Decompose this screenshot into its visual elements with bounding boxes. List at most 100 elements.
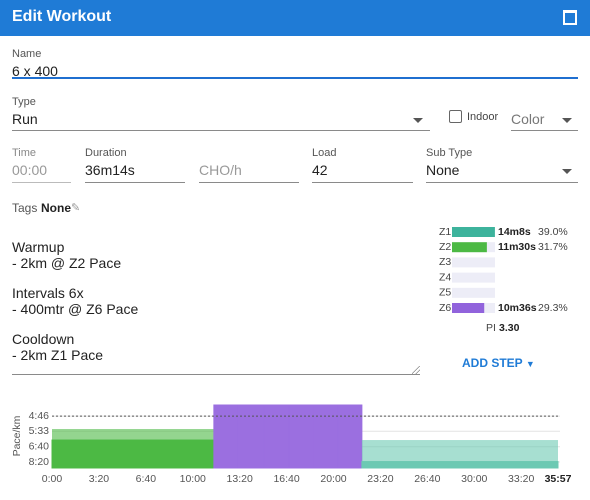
indoor-label: Indoor: [467, 111, 499, 123]
pi-label: PI: [486, 322, 496, 334]
duration-underline: [85, 182, 185, 183]
zone-time: 14m8s: [498, 226, 531, 238]
zone-label: Z2: [439, 241, 451, 253]
step-range: [337, 405, 362, 468]
description-underline: [12, 374, 420, 375]
x-tick-label: 6:40: [136, 473, 157, 485]
color-underline: [511, 130, 578, 131]
x-tick-label: 26:40: [414, 473, 440, 485]
description-line: - 2km @ Z2 Pace: [12, 255, 122, 271]
step-core: [263, 404, 290, 469]
zone-percent: 29.3%: [538, 302, 568, 314]
y-tick-label: 8:20: [29, 456, 50, 468]
name-underline: [12, 77, 578, 79]
type-arrow[interactable]: [413, 118, 423, 123]
color-select[interactable]: Color: [511, 111, 545, 127]
zone-percent: 39.0%: [538, 226, 568, 238]
zone-track: [452, 242, 495, 253]
zone-label: Z4: [439, 271, 451, 283]
time-underline: [12, 182, 71, 183]
x-tick-label: 20:00: [320, 473, 346, 485]
step-range: [213, 405, 239, 468]
y-axis-label: Pace/km: [11, 415, 23, 456]
zone-label: Z1: [439, 226, 451, 238]
step-range: [361, 440, 558, 468]
step-core: [213, 404, 239, 469]
type-select[interactable]: Run: [12, 111, 38, 127]
maximize-button[interactable]: [563, 10, 577, 25]
zone-bar: [452, 303, 485, 313]
zone-percent: 31.7%: [538, 241, 568, 253]
step-range: [288, 405, 314, 468]
tags-value[interactable]: None: [41, 201, 71, 215]
x-tick-label: 23:20: [367, 473, 393, 485]
type-underline: [12, 130, 430, 131]
zone-track: [452, 287, 495, 298]
header-bar: [0, 0, 590, 36]
zone-label: Z5: [439, 287, 451, 299]
add-step-caret: ▼: [525, 359, 535, 369]
step-range: [52, 429, 214, 468]
zone-time: 11m30s: [498, 241, 536, 253]
indoor-checkbox[interactable]: [449, 110, 462, 123]
add-step-button[interactable]: ADD STEP ▼: [462, 356, 535, 370]
zone-track: [452, 303, 495, 313]
step-core: [337, 404, 363, 469]
load-underline: [312, 182, 413, 183]
x-tick-label: 16:40: [273, 473, 299, 485]
step-range: [264, 405, 289, 468]
step-range: [313, 405, 338, 468]
tags-edit-icon[interactable]: ✎: [71, 202, 81, 214]
x-tick-label: 30:00: [461, 473, 487, 485]
step-core: [51, 439, 215, 469]
zone-label: Z6: [439, 302, 451, 314]
cho-underline: [199, 182, 299, 183]
dialog-title: Edit Workout: [12, 8, 112, 25]
time-input[interactable]: 00:00: [12, 162, 48, 178]
zone-time: 10m36s: [498, 302, 537, 314]
zone-track: [452, 272, 495, 283]
description-line: Intervals 6x: [12, 285, 84, 301]
sub-type-underline: [426, 182, 578, 183]
load-label: Load: [312, 147, 337, 159]
tags-label: Tags: [12, 201, 38, 215]
sub-type-select[interactable]: None: [426, 162, 460, 178]
step-core: [288, 404, 314, 469]
resize-handle[interactable]: [412, 366, 420, 374]
x-tick-label: 0:00: [42, 473, 63, 485]
time-label: Time: [12, 147, 37, 159]
step-core: [312, 404, 339, 469]
step-core: [237, 404, 265, 469]
name-input[interactable]: 6 x 400: [12, 63, 58, 79]
duration-label: Duration: [85, 147, 127, 159]
name-label: Name: [12, 48, 42, 60]
x-tick-label: 13:20: [227, 473, 253, 485]
y-tick-label: 5:33: [29, 425, 50, 437]
zone-label: Z3: [439, 256, 451, 268]
pi-value: 3.30: [499, 322, 520, 334]
sub-type-arrow[interactable]: [562, 169, 572, 174]
step-range: [238, 405, 265, 468]
description-line: - 2km Z1 Pace: [12, 347, 104, 363]
zone-bar: [452, 242, 487, 253]
description-line: Warmup: [12, 239, 65, 255]
x-tick-label: 35:57: [545, 473, 572, 485]
zone-bar: [452, 227, 495, 237]
color-arrow[interactable]: [562, 118, 572, 123]
type-label: Type: [12, 96, 36, 108]
zone-track: [452, 257, 495, 268]
description-line: - 400mtr @ Z6 Pace: [12, 301, 139, 317]
description-line: Cooldown: [12, 331, 75, 347]
load-input[interactable]: 42: [312, 162, 328, 178]
y-tick-label: 6:40: [29, 440, 50, 452]
x-tick-label: 10:00: [180, 473, 206, 485]
add-step-text: ADD STEP: [462, 356, 523, 370]
cho-input[interactable]: CHO/h: [199, 162, 242, 178]
y-tick-label: 4:46: [29, 410, 50, 422]
duration-input[interactable]: 36m14s: [85, 162, 135, 178]
sub-type-label: Sub Type: [426, 147, 473, 159]
x-tick-label: 3:20: [89, 473, 110, 485]
x-tick-label: 33:20: [508, 473, 534, 485]
